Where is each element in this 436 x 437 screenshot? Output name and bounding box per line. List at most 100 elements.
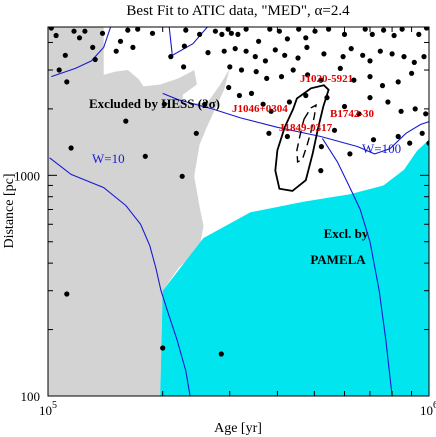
data-point	[64, 291, 70, 297]
data-point	[423, 27, 429, 31]
data-point	[123, 118, 129, 124]
data-point	[90, 44, 96, 51]
data-point	[305, 72, 311, 78]
data-point	[221, 48, 227, 54]
data-point	[409, 70, 415, 76]
data-point	[264, 75, 270, 81]
data-point	[62, 52, 68, 58]
data-point	[348, 46, 354, 52]
data-point	[226, 84, 232, 91]
data-point	[202, 101, 208, 107]
data-point	[367, 95, 373, 101]
data-point	[48, 27, 54, 31]
data-point	[142, 153, 148, 159]
data-point	[367, 58, 373, 64]
data-point	[262, 58, 268, 64]
data-point	[398, 108, 404, 114]
data-points	[48, 27, 429, 357]
data-point	[381, 27, 387, 33]
data-point	[290, 67, 296, 73]
data-point	[326, 27, 332, 32]
data-point	[284, 36, 290, 42]
data-point	[253, 69, 259, 75]
data-point	[296, 27, 302, 32]
x-axis-label: Age [yr]	[214, 421, 262, 436]
data-point	[197, 31, 203, 37]
pamela-excluded-region	[160, 139, 429, 396]
data-point	[423, 111, 429, 117]
data-point	[161, 101, 167, 107]
data-point	[256, 38, 262, 44]
data-point	[212, 28, 218, 34]
data-point	[337, 65, 343, 71]
plot-frame	[47, 26, 430, 397]
data-point	[367, 74, 373, 80]
data-point	[68, 145, 74, 151]
data-point	[92, 56, 98, 63]
data-point	[243, 27, 249, 32]
data-point	[64, 79, 70, 85]
y-tick-label: 1000	[14, 168, 40, 183]
data-point	[411, 59, 417, 65]
pulsar-label-j1849: J1849-0317	[279, 122, 333, 134]
data-point	[149, 30, 156, 36]
data-point	[412, 106, 418, 112]
best-fit-contour	[274, 84, 330, 192]
data-point	[356, 111, 362, 117]
data-point	[419, 130, 425, 136]
pulsar-label-b1742: B1742-30	[330, 108, 375, 120]
data-point	[351, 77, 357, 83]
data-point	[399, 27, 405, 32]
pamela-label-line2: PAMELA	[310, 252, 366, 267]
hess-label: Excluded by HESS (2σ)	[89, 96, 220, 111]
data-point	[135, 27, 141, 32]
data-point	[362, 27, 368, 32]
data-point	[304, 44, 310, 51]
data-point	[377, 48, 383, 54]
data-point	[248, 90, 255, 96]
data-point	[318, 77, 324, 83]
data-point	[303, 35, 309, 41]
data-point	[369, 31, 375, 37]
data-point	[360, 52, 366, 58]
data-point	[125, 27, 131, 33]
y-axis-label: Distance [pc]	[2, 173, 17, 248]
data-point	[401, 54, 407, 60]
chart-title: Best Fit to ATIC data, "MED", α=2.4	[126, 3, 350, 19]
data-point	[395, 79, 401, 85]
data-point	[193, 130, 199, 136]
data-point	[379, 83, 386, 89]
data-point	[76, 35, 83, 41]
data-point	[260, 101, 266, 107]
data-point	[267, 27, 273, 32]
data-point	[276, 28, 282, 34]
data-point	[284, 133, 290, 140]
y-tick-label: 100	[21, 389, 41, 404]
data-point	[219, 31, 225, 37]
w10-label: W=10	[92, 151, 125, 166]
data-point	[303, 92, 309, 99]
data-point	[278, 74, 285, 80]
x-tick-label: 106	[420, 400, 436, 418]
data-point	[238, 67, 245, 73]
data-point	[407, 140, 413, 146]
data-point	[321, 51, 327, 57]
data-point	[312, 28, 318, 34]
data-point	[160, 345, 166, 351]
pulsar-label-j1046: J1046+0304	[232, 103, 288, 115]
data-point	[130, 44, 136, 51]
data-point	[391, 32, 397, 39]
data-point	[266, 130, 272, 136]
data-point	[426, 140, 429, 146]
plot-area	[48, 27, 429, 396]
data-point	[232, 46, 238, 52]
pulsar-label-j1020: J1020-5921	[300, 73, 353, 85]
data-point	[205, 50, 211, 56]
data-point	[82, 28, 88, 34]
data-point	[218, 351, 224, 357]
data-point	[395, 133, 401, 140]
w10-contour	[49, 27, 191, 396]
data-point	[71, 28, 77, 34]
data-point	[56, 67, 62, 73]
